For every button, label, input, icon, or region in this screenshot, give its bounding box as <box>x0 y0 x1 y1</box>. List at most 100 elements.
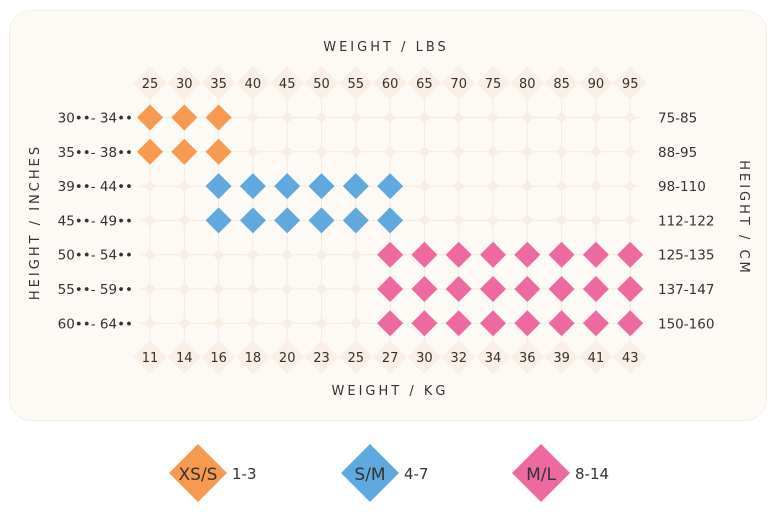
tick-bg-diamond <box>476 340 510 374</box>
tick-bg-diamond <box>270 66 305 100</box>
size-cell-s-m <box>308 207 335 234</box>
x-tick-lbs: 95 <box>622 77 639 92</box>
x-axis-title-top: WEIGHT / LBS <box>323 40 449 55</box>
size-cell-xs-s <box>205 104 232 131</box>
size-cell-m-l <box>617 241 644 268</box>
empty-cell <box>487 111 499 124</box>
tick-bg-diamond <box>407 66 442 100</box>
size-cell-s-m <box>342 173 369 200</box>
size-cell-m-l <box>582 310 609 337</box>
empty-cell <box>315 317 328 330</box>
empty-cell <box>281 145 294 158</box>
size-cell-s-m <box>342 207 369 234</box>
size-cell-xs-s <box>205 138 232 165</box>
x-tick-lbs: 65 <box>416 77 433 92</box>
size-cell-m-l <box>411 310 438 337</box>
empty-cell <box>521 180 534 193</box>
size-cell-m-l <box>548 241 575 268</box>
size-cell-s-m <box>308 173 335 200</box>
y-tick-cm: 112-122 <box>658 213 714 229</box>
empty-cell <box>589 180 602 193</box>
empty-cell <box>144 180 156 193</box>
x-tick-lbs: 60 <box>382 77 399 92</box>
empty-cell <box>521 145 534 158</box>
y-tick-cm: 125-135 <box>658 248 714 264</box>
legend-size-range: 8-14 <box>575 465 609 483</box>
empty-cell <box>452 214 465 227</box>
legend-diamond-m-l <box>512 444 570 502</box>
y-axis-title-left: HEIGHT / INCHES <box>28 144 43 300</box>
empty-cell <box>144 317 156 330</box>
empty-cell <box>349 283 362 295</box>
size-cell-s-m <box>274 173 301 200</box>
x-tick-kg: 34 <box>485 351 502 366</box>
y-tick-inches: 30••- 34•• <box>58 111 133 127</box>
empty-cell <box>315 111 328 124</box>
size-cell-m-l <box>548 276 575 302</box>
y-tick-cm: 88-95 <box>658 145 697 161</box>
size-cell-s-m <box>239 173 266 200</box>
tick-bg-diamond <box>201 340 236 374</box>
y-axis-title-right: HEIGHT / CM <box>736 160 751 276</box>
y-tick-inches: 45••- 49•• <box>58 213 133 229</box>
x-tick-lbs: 80 <box>519 77 536 92</box>
empty-cell <box>178 214 191 227</box>
empty-cell <box>349 145 362 158</box>
tick-bg-diamond <box>373 340 408 374</box>
legend-size-range: 1-3 <box>232 465 257 483</box>
tick-bg-diamond <box>235 66 270 100</box>
tick-bg-diamond <box>304 340 339 374</box>
tick-bg-diamond <box>304 66 339 100</box>
legend-size-code: M/L <box>526 465 556 485</box>
empty-cell <box>349 248 362 261</box>
empty-cell <box>349 111 362 124</box>
empty-cell <box>178 180 191 193</box>
empty-cell <box>349 317 362 330</box>
x-tick-kg: 30 <box>416 351 433 366</box>
empty-cell <box>246 248 259 261</box>
empty-cell <box>589 214 602 227</box>
tick-bg-diamond <box>133 66 167 100</box>
empty-cell <box>589 145 602 158</box>
empty-cell <box>246 283 259 295</box>
empty-cell <box>487 145 499 158</box>
y-tick-cm: 137-147 <box>658 282 714 298</box>
size-cell-m-l <box>445 276 472 302</box>
empty-cell <box>487 214 499 227</box>
size-cell-m-l <box>514 310 541 337</box>
size-cell-m-l <box>411 276 438 302</box>
empty-cell <box>212 283 225 295</box>
empty-cell <box>555 214 568 227</box>
tick-bg-diamond <box>133 340 167 374</box>
size-cell-m-l <box>548 310 575 337</box>
y-tick-inches: 35••- 38•• <box>58 145 133 161</box>
x-tick-kg: 43 <box>622 351 639 366</box>
x-axis-title-bottom: WEIGHT / KG <box>332 384 449 399</box>
tick-bg-diamond <box>338 66 373 100</box>
empty-cell <box>521 214 534 227</box>
size-cell-s-m <box>205 173 232 200</box>
size-cell-s-m <box>239 207 266 234</box>
x-tick-lbs: 50 <box>313 77 330 92</box>
legend-diamond-xs-s <box>169 444 227 502</box>
tick-bg-diamond <box>167 340 202 374</box>
tick-bg-diamond <box>167 66 202 100</box>
empty-cell <box>315 145 328 158</box>
size-cell-m-l <box>480 276 506 302</box>
size-cell-s-m <box>274 207 301 234</box>
size-cell-s-m <box>377 207 404 234</box>
size-cell-m-l <box>411 241 438 268</box>
tick-bg-diamond <box>338 340 373 374</box>
size-cell-m-l <box>377 310 404 337</box>
size-cell-m-l <box>480 241 506 268</box>
legend-diamond-s-m <box>341 444 399 502</box>
size-cell-xs-s <box>137 104 163 131</box>
y-tick-cm: 150-160 <box>658 316 714 332</box>
tick-bg-diamond <box>613 66 648 100</box>
y-tick-inches: 50••- 54•• <box>58 248 133 264</box>
empty-cell <box>555 145 568 158</box>
empty-cell <box>418 214 431 227</box>
size-cell-m-l <box>582 276 609 302</box>
x-tick-lbs: 40 <box>245 77 262 92</box>
